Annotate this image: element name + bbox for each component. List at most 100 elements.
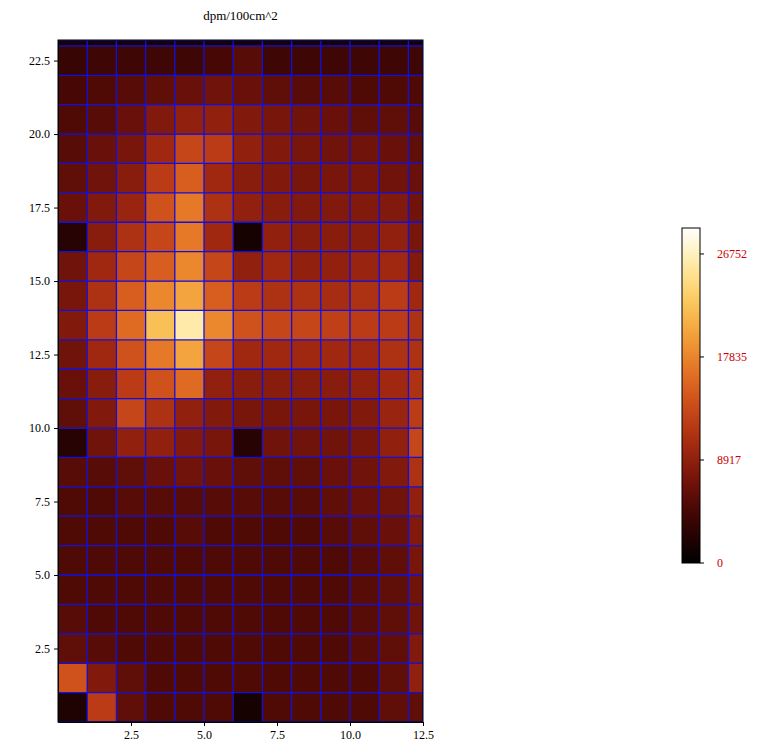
heat-cell [379, 575, 409, 605]
heat-cell [175, 281, 205, 311]
tick: 15.0 [29, 274, 58, 288]
heat-cell [116, 546, 146, 576]
heat-cell [233, 281, 263, 311]
heat-cell [146, 693, 176, 722]
heat-cell [146, 369, 176, 399]
grid-line [58, 75, 423, 76]
heat-cell [204, 546, 234, 576]
heat-cell [204, 634, 234, 664]
heat-cell [379, 222, 409, 252]
heat-cell [379, 281, 409, 311]
heat-cell [379, 457, 409, 487]
heat-cell [408, 222, 423, 252]
heat-cell [87, 105, 117, 135]
heat-cell [87, 75, 117, 105]
tick: 2.5 [124, 722, 139, 742]
heat-cell [204, 310, 234, 340]
heat-cell [262, 46, 292, 76]
plot-frame [58, 40, 423, 722]
heat-cell [233, 134, 263, 164]
heat-cell [292, 193, 322, 223]
heat-cell [58, 310, 88, 340]
heat-cell [292, 252, 322, 282]
heat-cell [233, 105, 263, 135]
heat-cell [116, 663, 146, 693]
grid-line [58, 604, 423, 605]
tick: 17.5 [29, 201, 58, 215]
tick-label: 2.5 [35, 642, 50, 656]
heat-cell [116, 487, 146, 517]
heat-cell [379, 634, 409, 664]
heat-cell [204, 193, 234, 223]
heat-cell [116, 634, 146, 664]
heat-cell [379, 105, 409, 135]
heat-cell [175, 604, 205, 634]
heat-cell [87, 428, 117, 458]
heat-cell [204, 457, 234, 487]
heat-cell [292, 46, 322, 76]
heat-cell [292, 604, 322, 634]
heat-cell [146, 105, 176, 135]
grid-line [58, 222, 423, 223]
heat-cell [116, 310, 146, 340]
heat-cell [350, 634, 380, 664]
heat-cell [116, 575, 146, 605]
heat-cell [146, 516, 176, 546]
heat-cell [262, 281, 292, 311]
tick: 12.5 [29, 348, 58, 362]
heat-cell [350, 487, 380, 517]
heat-cell [262, 693, 292, 722]
heat-cell [233, 546, 263, 576]
heat-cell [379, 428, 409, 458]
heat-cell [87, 399, 117, 429]
heat-cell [175, 310, 205, 340]
heat-cell [204, 340, 234, 370]
tick: 20.0 [29, 127, 58, 141]
heat-cell [321, 163, 351, 193]
heat-cell [321, 46, 351, 76]
heat-cell [262, 252, 292, 282]
heat-cell [350, 75, 380, 105]
heat-cell [350, 134, 380, 164]
heat-cell [87, 604, 117, 634]
grid-line [233, 40, 234, 722]
grid-line [58, 574, 423, 575]
heat-cell [350, 546, 380, 576]
grid-line [58, 369, 423, 370]
tick-label: 22.5 [29, 54, 50, 68]
heat-cell [292, 575, 322, 605]
heat-cell [116, 252, 146, 282]
heat-cell [58, 604, 88, 634]
colorbar-tick [700, 459, 704, 460]
heat-cell [379, 693, 409, 722]
plot-area [58, 40, 423, 722]
heat-cell [58, 75, 88, 105]
tick: 12.5 [413, 722, 434, 742]
heat-cell [379, 340, 409, 370]
heat-cell [116, 163, 146, 193]
grid-line [58, 692, 423, 693]
heat-cell [350, 105, 380, 135]
tick-mark [277, 722, 278, 726]
colorbar-axis: 089171783526752 [700, 247, 747, 570]
heat-cell [175, 487, 205, 517]
heat-cell [408, 487, 423, 517]
heat-cell [233, 46, 263, 76]
tick-mark [54, 428, 58, 429]
tick-label: 7.5 [35, 495, 50, 509]
colorbar-tick-label: 26752 [717, 247, 747, 261]
heat-cell [408, 399, 423, 429]
tick-mark [54, 502, 58, 503]
heat-cell [350, 46, 380, 76]
heat-cell [321, 663, 351, 693]
heat-cell [58, 134, 88, 164]
heat-cell [292, 369, 322, 399]
grid-line [58, 133, 423, 134]
colorbar-tick [700, 253, 704, 254]
heat-cell [58, 457, 88, 487]
grid-line [379, 40, 380, 722]
grid-line [58, 104, 423, 105]
heat-cell [116, 369, 146, 399]
heat-cell [175, 340, 205, 370]
heat-cell [408, 369, 423, 399]
